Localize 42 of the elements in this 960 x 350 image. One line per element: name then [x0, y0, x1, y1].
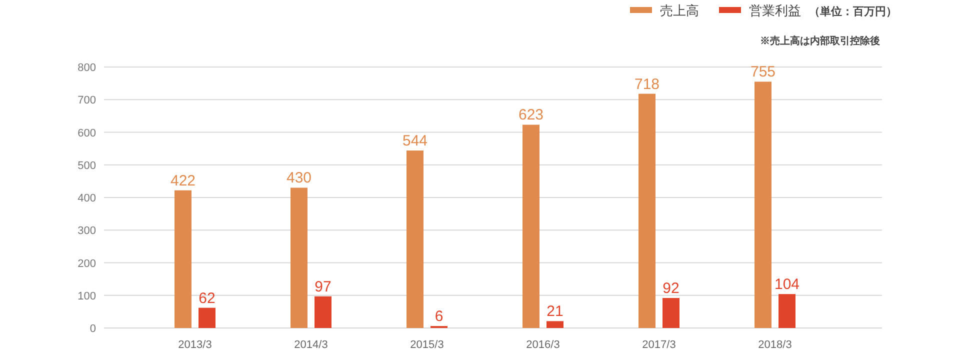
bar [522, 124, 540, 328]
y-tick-label: 400 [78, 192, 96, 204]
data-label: 718 [634, 76, 660, 93]
data-label: 62 [198, 290, 216, 307]
y-tick-label: 800 [78, 62, 96, 74]
data-label: 6 [434, 308, 444, 326]
x-tick-label: 2017/3 [642, 339, 676, 350]
x-tick-label: 2016/3 [526, 339, 560, 350]
x-tick-label: 2015/3 [410, 339, 444, 350]
bar [778, 294, 796, 328]
y-tick-label: 600 [78, 127, 96, 140]
bar [314, 296, 332, 328]
data-label: 104 [774, 276, 800, 294]
data-label: 21 [546, 303, 564, 320]
data-label: 755 [750, 64, 776, 81]
data-label: 92 [662, 280, 680, 297]
x-tick-label: 2018/3 [758, 339, 792, 350]
data-label: 430 [286, 170, 312, 187]
bar [638, 94, 656, 328]
y-tick-label: 300 [78, 225, 96, 238]
bar [754, 82, 772, 328]
text: ※売上高は内部取引控除後 [760, 35, 880, 47]
y-tick-label: 0 [90, 323, 96, 335]
text: （単位：百万円） [809, 5, 897, 18]
bar [546, 321, 564, 328]
bar [662, 298, 680, 328]
y-tick-label: 500 [78, 160, 96, 172]
data-label: 422 [170, 172, 196, 190]
y-tick-label: 100 [78, 290, 96, 302]
bar [198, 308, 216, 328]
legend-label: 売上高 [660, 3, 699, 18]
y-tick-label: 200 [78, 258, 96, 270]
x-tick-label: 2014/3 [294, 339, 328, 350]
data-label: 623 [518, 106, 544, 124]
data-label: 97 [314, 278, 332, 296]
bar [290, 188, 308, 328]
bar [174, 190, 192, 328]
legend-label: 営業利益 [749, 3, 801, 18]
bar [406, 150, 424, 328]
data-label: 544 [402, 132, 428, 150]
x-tick-label: 2013/3 [178, 339, 212, 350]
y-tick-label: 700 [78, 94, 96, 107]
